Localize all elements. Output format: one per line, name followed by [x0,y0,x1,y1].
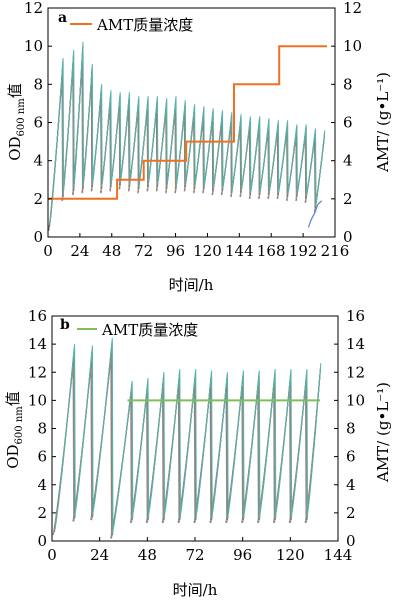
y-right-tick-label: 2 [343,190,353,208]
y-left-tick-label: 8 [33,75,43,93]
x-axis-label-b: 时间/h [173,581,218,599]
x-tick-label: 72 [185,546,204,564]
y-right-axis-label-b: AMT/ (g•L⁻¹) [374,382,392,483]
x-tick-label: 120 [193,242,222,260]
y-left-ticks-a: 0 2 4 6 8 10 12 [24,0,52,246]
y-right-tick-label: 4 [346,476,356,494]
x-axis-label-a: 时间/h [169,276,214,294]
od-replicate-line [54,337,322,534]
x-tick-label: 216 [321,242,350,260]
y-left-tick-label: 4 [33,152,43,170]
y-right-tick-label: 2 [346,504,356,522]
y-right-tick-label: 8 [346,420,356,438]
y-right-tick-label: 14 [346,335,365,353]
y-right-tick-label: 16 [346,307,365,325]
y-left-axis-label-a: OD600 nm值 [6,83,27,161]
y-right-ticks-b: 0 2 4 6 8 10 12 14 16 [334,307,365,550]
y-left-tick-label: 0 [33,228,43,246]
x-tick-label: 0 [43,242,53,260]
od-curves-b [52,337,322,539]
x-ticks-a: 0 24 48 72 96 120 144 168 192 216 [43,233,349,260]
x-tick-label: 0 [47,546,57,564]
amt-line-a [48,45,327,200]
y-left-tick-label: 4 [37,476,47,494]
y-right-tick-label: 10 [343,37,362,55]
y-left-tick-label: 8 [37,420,47,438]
y-left-ticks-b: 0 2 4 6 8 10 12 14 16 [28,307,56,550]
x-tick-label: 48 [102,242,121,260]
x-tick-label: 24 [70,242,89,260]
x-tick-label: 96 [166,242,185,260]
y-left-label-main-b: OD [4,444,22,468]
y-left-label-sub-b: 600 nm [14,406,25,445]
x-tick-label: 192 [289,242,318,260]
x-tick-label: 24 [90,546,109,564]
y-left-label-suffix-b: 值 [4,391,22,406]
y-left-label-main-a: OD [6,136,24,160]
y-left-label-sub-a: 600 nm [16,98,27,137]
panel-label-a: a [58,10,67,26]
y-left-tick-label: 2 [37,504,47,522]
y-left-axis-label-b: OD600 nm值 [4,391,25,469]
amt-concentration-line [48,45,327,200]
x-tick-label: 120 [276,546,305,564]
y-left-tick-label: 10 [24,37,43,55]
y-left-label-suffix-a: 值 [6,83,24,98]
y-right-tick-label: 8 [343,75,353,93]
od-slow-tail-line [307,200,323,228]
y-left-tick-label: 10 [28,391,47,409]
x-tick-label: 48 [138,546,157,564]
y-right-tick-label: 12 [346,363,365,381]
y-left-tick-label: 12 [28,363,47,381]
legend-label-a: AMT质量浓度 [96,16,193,34]
y-left-tick-label: 2 [33,190,43,208]
y-right-tick-label: 0 [346,532,356,550]
y-left-tick-label: 16 [28,307,47,325]
y-left-tick-label: 6 [33,114,43,132]
y-left-tick-label: 6 [37,448,47,466]
od-replicate-line [49,41,326,225]
panel-label-b: b [60,317,70,333]
y-left-tick-label: 0 [37,532,47,550]
y-right-tick-label: 0 [343,228,353,246]
y-right-tick-label: 12 [343,0,362,17]
y-left-tick-label: 14 [28,335,47,353]
x-tick-label: 144 [324,546,353,564]
x-tick-label: 72 [134,242,153,260]
y-left-tick-label: 12 [24,0,43,17]
y-right-tick-label: 6 [343,114,353,132]
y-right-ticks-a: 0 2 4 6 8 10 12 [331,0,362,246]
x-tick-label: 96 [233,546,252,564]
legend-label-b: AMT质量浓度 [101,321,198,339]
y-right-tick-label: 4 [343,152,353,170]
x-tick-label: 144 [225,242,254,260]
y-right-tick-label: 10 [346,391,365,409]
y-right-axis-label-a: AMT/ (g•L⁻¹) [374,72,392,173]
od-curves-a [48,41,326,231]
y-right-tick-label: 6 [346,448,356,466]
x-ticks-b: 0 24 48 72 96 120 144 [47,537,352,564]
x-tick-label: 168 [257,242,286,260]
